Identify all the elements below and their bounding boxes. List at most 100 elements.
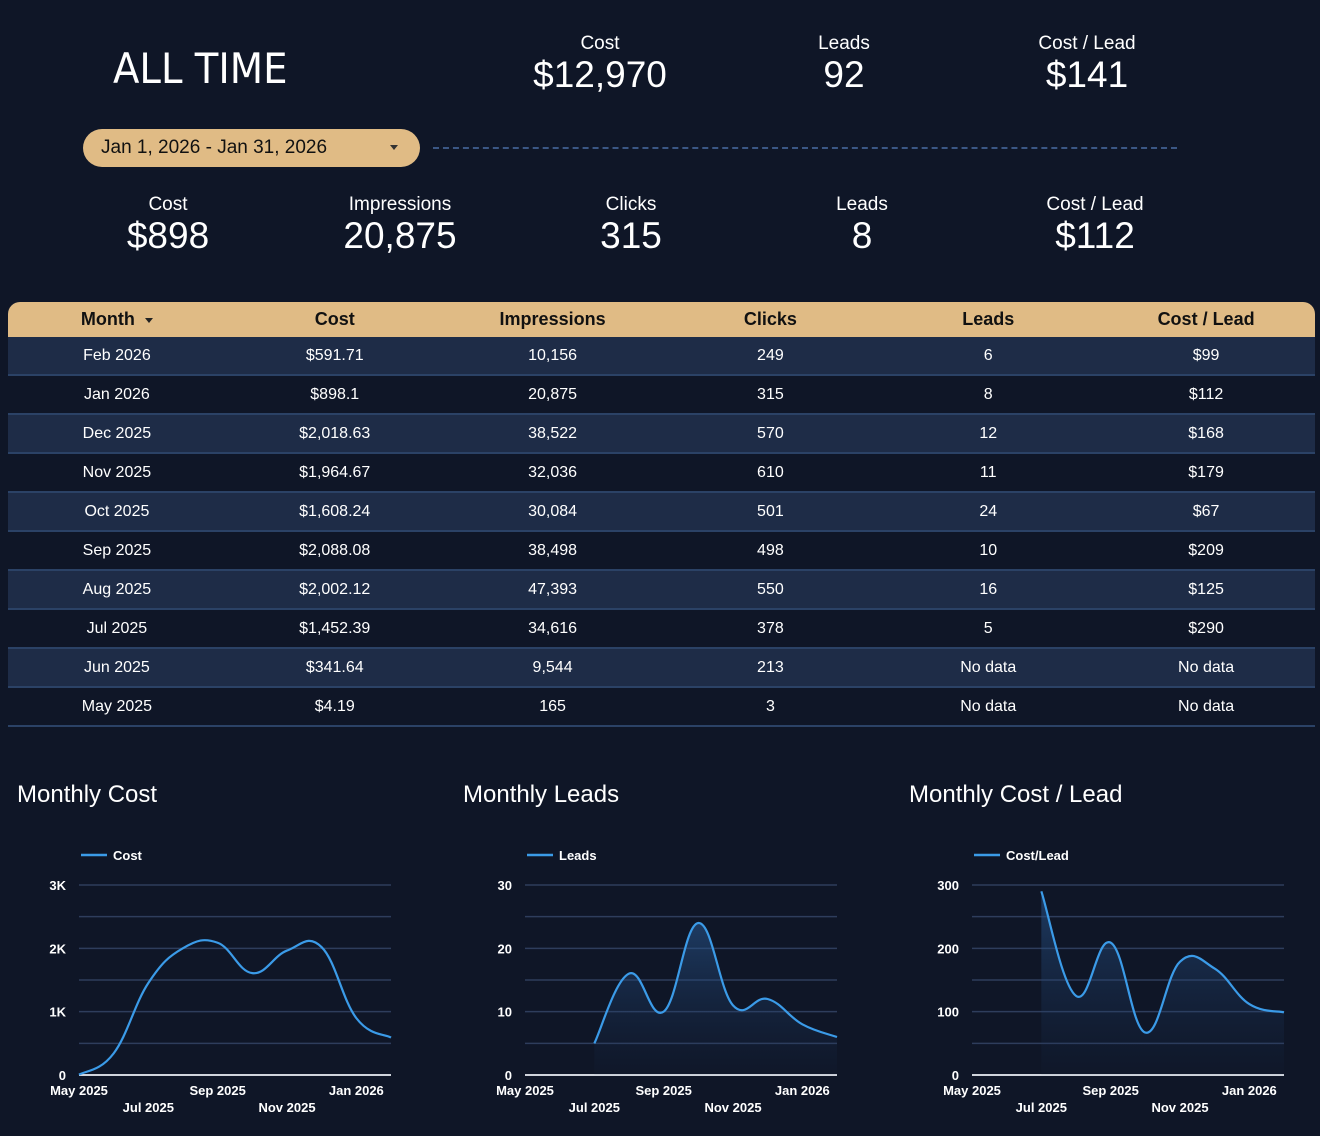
- cell-clicks: 610: [661, 453, 880, 493]
- table-row: May 2025 $4.19 165 3 No data No data: [8, 687, 1315, 727]
- cell-clicks: 378: [661, 609, 880, 649]
- column-header-clicks[interactable]: Clicks: [661, 302, 880, 337]
- cell-cost: $4.19: [225, 687, 444, 727]
- cell-month: Jul 2025: [8, 609, 226, 649]
- cell-clicks: 570: [661, 414, 880, 454]
- cell-month: Sep 2025: [8, 531, 226, 571]
- legend-label[interactable]: Cost/Lead: [1006, 848, 1069, 863]
- series-line: [593, 921, 838, 1044]
- cell-leads: No data: [879, 687, 1098, 727]
- cell-leads: 10: [879, 531, 1098, 571]
- cell-impressions: 38,498: [443, 531, 662, 571]
- legend-label[interactable]: Cost: [113, 848, 143, 863]
- kpi-value: 8: [851, 215, 873, 256]
- cell-cost: $1,964.67: [225, 453, 444, 493]
- table-row: Jan 2026 $898.1 20,875 315 8 $112: [8, 375, 1315, 415]
- x-tick-label: Sep 2025: [1082, 1083, 1138, 1098]
- series-area: [594, 922, 837, 1075]
- column-header-leads[interactable]: Leads: [879, 302, 1098, 337]
- kpi-label: Cost: [580, 33, 620, 54]
- table-row: Jun 2025 $341.64 9,544 213 No data No data: [8, 648, 1315, 688]
- kpi-label: Cost: [148, 194, 188, 215]
- cell-cost: $898.1: [225, 375, 444, 415]
- period-kpi-leads: Leads 8: [782, 194, 942, 256]
- chart-title-cost-per-lead: Monthly Cost / Lead: [909, 781, 1123, 808]
- cell-cost-per-lead: No data: [1097, 648, 1315, 688]
- x-tick-label: Jan 2026: [1222, 1083, 1277, 1098]
- column-header-impressions[interactable]: Impressions: [443, 302, 662, 337]
- cell-cost-per-lead: $290: [1097, 609, 1315, 649]
- period-kpi-cost: Cost $898: [88, 194, 248, 256]
- period-kpi-clicks: Clicks 315: [551, 194, 711, 256]
- y-tick-label: 0: [505, 1068, 512, 1083]
- sort-desc-icon: [144, 317, 153, 323]
- monthly-table: Month Cost Impressions Clicks Leads Cost…: [8, 302, 1315, 727]
- chart-monthly-cost: Cost 0 1K 2K 3K May 2025 Jul 2025 Sep 2025 Nov 2…: [49, 848, 392, 1115]
- chart-title-leads: Monthly Leads: [463, 781, 620, 808]
- kpi-label: Leads: [836, 194, 888, 215]
- cell-clicks: 501: [661, 492, 880, 532]
- cell-cost: $591.71: [225, 337, 444, 376]
- cell-month: Dec 2025: [8, 414, 226, 454]
- cell-leads: 16: [879, 570, 1098, 610]
- cell-month: Aug 2025: [8, 570, 226, 610]
- x-tick-label: Jul 2025: [123, 1100, 174, 1115]
- cell-leads: 11: [879, 453, 1098, 493]
- kpi-value: 20,875: [343, 215, 457, 256]
- y-tick-label: 20: [498, 941, 512, 956]
- column-header-month[interactable]: Month: [8, 302, 226, 337]
- column-header-cost-per-lead[interactable]: Cost / Lead: [1097, 302, 1315, 337]
- table-header-row: Month Cost Impressions Clicks Leads Cost…: [8, 302, 1315, 337]
- kpi-value: $898: [126, 215, 210, 256]
- y-tick-label: 3K: [49, 878, 66, 893]
- cell-clicks: 213: [661, 648, 880, 688]
- table-body: Feb 2026 $591.71 10,156 249 6 $99 Jan 2026 $898…: [8, 337, 1315, 727]
- table-row: Dec 2025 $2,018.63 38,522 570 12 $168: [8, 414, 1315, 454]
- period-kpi-impressions: Impressions 20,875: [310, 194, 490, 256]
- cell-cost: $2,002.12: [225, 570, 444, 610]
- cell-month: Feb 2026: [8, 337, 226, 376]
- cell-cost: $1,608.24: [225, 492, 444, 532]
- chart-title-cost: Monthly Cost: [17, 781, 158, 808]
- chart-monthly-cost-per-lead: Cost/Lead 0 100 200 300 May 2025 Jul 2025 Sep 2…: [937, 848, 1285, 1115]
- cell-month: Jun 2025: [8, 648, 226, 688]
- date-range-picker[interactable]: Jan 1, 2026 - Jan 31, 2026: [83, 129, 420, 167]
- table-row: Oct 2025 $1,608.24 30,084 501 24 $67: [8, 492, 1315, 532]
- x-tick-label: Jan 2026: [775, 1083, 830, 1098]
- y-tick-label: 200: [937, 941, 959, 956]
- cell-cost: $1,452.39: [225, 609, 444, 649]
- chart-monthly-leads: Leads 0 10 20 30 May 2025 Jul 2025 Sep 2025 Nov …: [496, 848, 838, 1115]
- x-tick-label: Nov 2025: [704, 1100, 761, 1115]
- column-header-cost[interactable]: Cost: [225, 302, 444, 337]
- series-area: [1041, 891, 1284, 1075]
- table-row: Nov 2025 $1,964.67 32,036 610 11 $179: [8, 453, 1315, 493]
- table-row: Feb 2026 $591.71 10,156 249 6 $99: [8, 337, 1315, 376]
- kpi-value: $141: [1045, 54, 1129, 95]
- cell-cost-per-lead: $209: [1097, 531, 1315, 571]
- cell-impressions: 165: [443, 687, 662, 727]
- x-tick-label: Sep 2025: [189, 1083, 245, 1098]
- x-tick-label: Nov 2025: [258, 1100, 315, 1115]
- kpi-label: Clicks: [605, 194, 657, 215]
- x-tick-label: Nov 2025: [1151, 1100, 1208, 1115]
- legend-label[interactable]: Leads: [559, 848, 597, 863]
- y-tick-label: 10: [498, 1005, 512, 1020]
- cell-month: Oct 2025: [8, 492, 226, 532]
- cell-cost-per-lead: $67: [1097, 492, 1315, 532]
- cell-clicks: 3: [661, 687, 880, 727]
- cell-clicks: 498: [661, 531, 880, 571]
- cell-leads: 8: [879, 375, 1098, 415]
- kpi-value: 315: [600, 215, 662, 256]
- all-time-kpi-leads: Leads 92: [764, 33, 924, 95]
- all-time-kpi-cost-per-lead: Cost / Lead $141: [1007, 33, 1167, 95]
- cell-month: Nov 2025: [8, 453, 226, 493]
- divider: [433, 147, 1177, 149]
- y-tick-label: 100: [937, 1005, 959, 1020]
- kpi-label: Cost / Lead: [1046, 194, 1144, 215]
- cell-impressions: 34,616: [443, 609, 662, 649]
- x-tick-label: May 2025: [496, 1083, 554, 1098]
- table-row: Sep 2025 $2,088.08 38,498 498 10 $209: [8, 531, 1315, 571]
- cell-cost-per-lead: $99: [1097, 337, 1315, 376]
- cell-impressions: 9,544: [443, 648, 662, 688]
- cell-cost: $341.64: [225, 648, 444, 688]
